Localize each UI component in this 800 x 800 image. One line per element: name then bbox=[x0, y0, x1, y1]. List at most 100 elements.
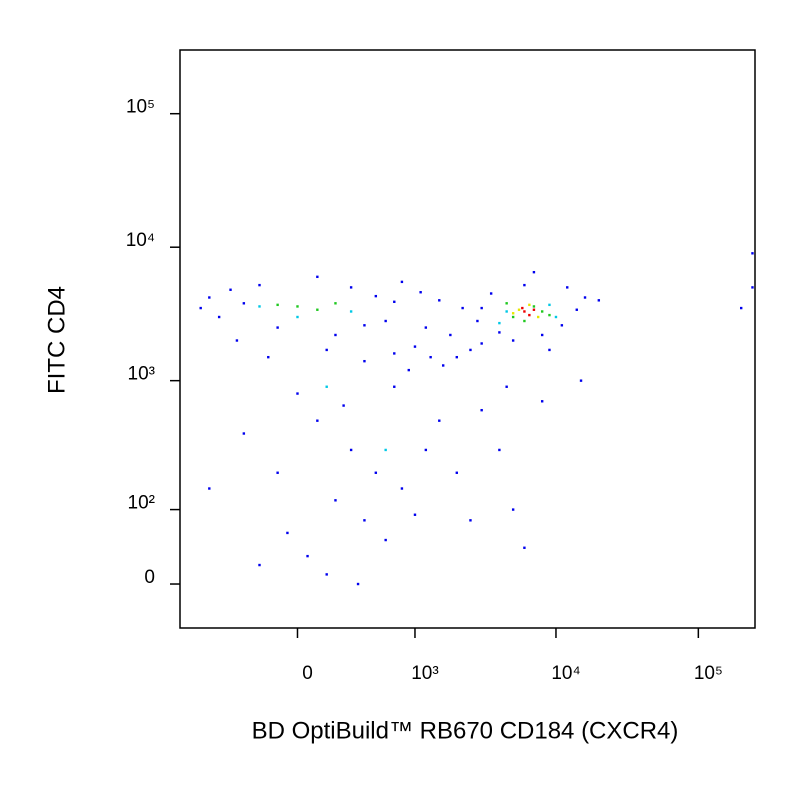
data-point bbox=[498, 321, 501, 325]
y-tick-label: 10⁴ bbox=[126, 230, 155, 251]
data-point bbox=[560, 324, 564, 327]
data-point bbox=[532, 270, 536, 274]
y-tick-label: 0 bbox=[144, 567, 155, 588]
x-axis-title: BD OptiBuild™ RB670 CD184 (CXCR4) bbox=[252, 717, 679, 744]
data-point bbox=[276, 303, 279, 307]
data-point bbox=[384, 319, 387, 323]
data-point bbox=[505, 310, 508, 313]
data-point bbox=[461, 306, 464, 310]
data-point bbox=[532, 308, 536, 311]
data-point bbox=[419, 291, 422, 294]
x-tick-label: 10⁵ bbox=[694, 663, 723, 684]
data-point bbox=[455, 471, 458, 474]
plot-frame bbox=[179, 49, 756, 629]
data-point bbox=[393, 300, 396, 303]
data-point bbox=[400, 280, 404, 284]
data-point bbox=[548, 348, 551, 352]
data-point bbox=[334, 302, 337, 305]
data-point bbox=[528, 303, 531, 307]
data-point bbox=[413, 513, 417, 516]
data-point bbox=[597, 299, 601, 302]
data-point bbox=[316, 419, 319, 422]
data-point bbox=[349, 310, 353, 313]
data-point bbox=[424, 326, 428, 329]
data-point bbox=[511, 339, 515, 342]
y-axis-title: FITC CD4 bbox=[43, 286, 70, 394]
data-point bbox=[540, 310, 544, 313]
data-point bbox=[349, 448, 353, 452]
data-point bbox=[480, 342, 483, 345]
data-point bbox=[276, 471, 279, 474]
data-point bbox=[441, 364, 445, 367]
data-point bbox=[480, 306, 483, 310]
data-point bbox=[363, 519, 366, 522]
data-point bbox=[751, 252, 754, 255]
data-point bbox=[356, 582, 360, 586]
data-point bbox=[511, 315, 515, 319]
data-point bbox=[548, 303, 551, 307]
data-point bbox=[267, 355, 270, 359]
data-point bbox=[199, 306, 202, 310]
data-point bbox=[521, 306, 524, 310]
data-point bbox=[424, 448, 428, 452]
data-point bbox=[540, 333, 544, 337]
data-point bbox=[334, 333, 337, 337]
x-tick-label: 10⁴ bbox=[551, 663, 580, 684]
data-point bbox=[242, 432, 246, 435]
data-point bbox=[523, 310, 526, 313]
data-point bbox=[498, 331, 501, 334]
data-point bbox=[258, 305, 261, 308]
data-point bbox=[438, 299, 441, 302]
y-tick-label: 10⁵ bbox=[126, 97, 155, 118]
data-point bbox=[517, 308, 521, 311]
data-point bbox=[413, 345, 417, 348]
data-point bbox=[407, 368, 410, 372]
data-point bbox=[536, 315, 540, 319]
data-point bbox=[438, 419, 441, 422]
data-point bbox=[276, 326, 279, 329]
data-point bbox=[334, 499, 337, 502]
data-point bbox=[469, 519, 472, 522]
data-point bbox=[258, 563, 261, 567]
data-point bbox=[342, 404, 345, 407]
data-point bbox=[511, 508, 515, 511]
data-point bbox=[449, 333, 452, 337]
data-point bbox=[374, 294, 378, 298]
data-point bbox=[374, 471, 378, 474]
data-point bbox=[296, 392, 299, 395]
data-point bbox=[579, 379, 583, 382]
data-point bbox=[325, 385, 328, 388]
data-point bbox=[566, 286, 569, 289]
data-point bbox=[548, 313, 551, 317]
y-tick-label: 10³ bbox=[128, 364, 155, 385]
data-point bbox=[325, 573, 328, 576]
data-point bbox=[400, 487, 404, 490]
x-tick-label: 0 bbox=[302, 663, 313, 684]
data-point bbox=[489, 292, 493, 295]
data-point bbox=[296, 305, 299, 308]
data-point bbox=[296, 315, 299, 319]
data-point bbox=[505, 302, 508, 305]
data-point bbox=[554, 315, 558, 319]
data-point bbox=[393, 385, 396, 388]
data-point bbox=[575, 308, 578, 311]
data-point bbox=[455, 355, 458, 359]
data-point bbox=[523, 546, 526, 549]
data-point bbox=[208, 487, 211, 490]
data-point bbox=[306, 554, 309, 558]
data-point bbox=[393, 352, 396, 355]
data-point bbox=[583, 296, 587, 299]
data-point bbox=[349, 286, 353, 289]
data-point bbox=[363, 324, 366, 327]
data-point bbox=[384, 538, 387, 542]
data-point bbox=[523, 283, 526, 287]
data-point bbox=[540, 400, 544, 403]
data-point bbox=[242, 302, 246, 305]
data-point bbox=[217, 315, 221, 319]
data-point bbox=[751, 286, 754, 289]
data-point bbox=[505, 385, 508, 388]
data-point bbox=[532, 305, 536, 308]
data-point bbox=[511, 312, 515, 315]
x-tick-label: 10³ bbox=[411, 663, 438, 684]
